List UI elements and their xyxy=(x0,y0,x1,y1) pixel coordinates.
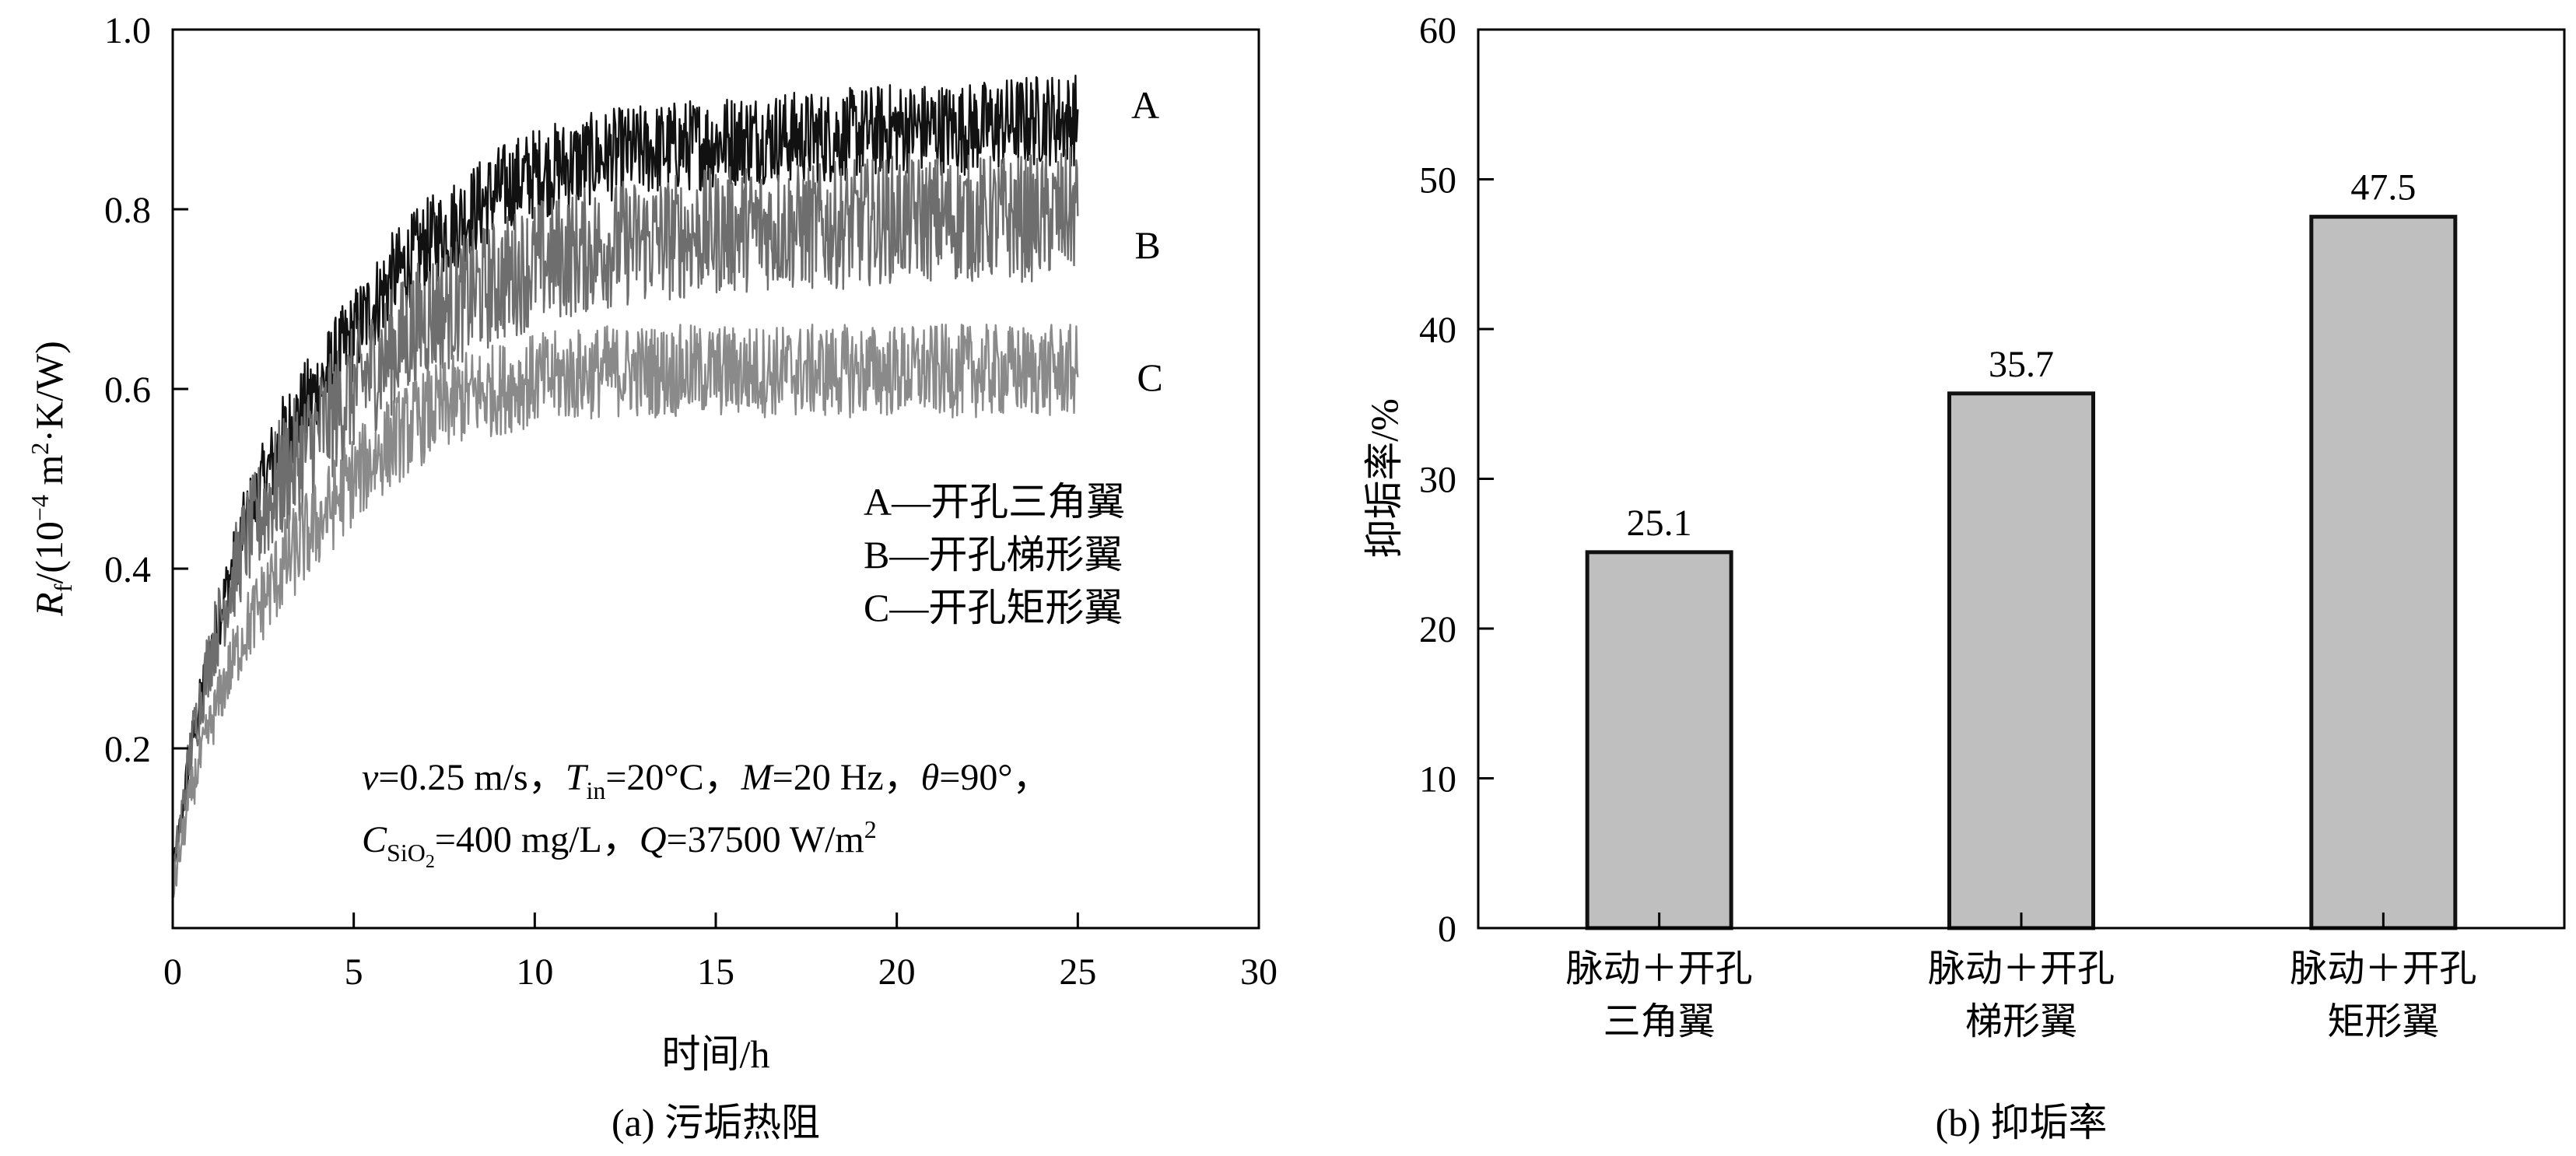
x-tick-label: 30 xyxy=(1240,951,1277,993)
cond-q-exponent: 2 xyxy=(864,815,877,843)
cond-c-subscript-2: 2 xyxy=(426,852,435,872)
bar-y-tick-label: 30 xyxy=(1419,460,1456,501)
bar-category-label-line1: 脉动＋开孔 xyxy=(2290,948,2476,990)
bar-value-label: 35.7 xyxy=(1989,344,2054,385)
ylabel-exponent-2: 2 xyxy=(26,443,54,455)
bar-1 xyxy=(1585,550,1733,930)
cond-t-symbol: T xyxy=(566,757,589,798)
bar-category-label-line2: 梯形翼 xyxy=(1965,1001,2077,1042)
bar-y-tick-label: 0 xyxy=(1438,909,1456,950)
x-tick-label: 5 xyxy=(345,951,363,993)
x-tick-label: 10 xyxy=(516,951,553,993)
ylabel-unit-2: m xyxy=(27,455,71,496)
cond-t-subscript: in xyxy=(586,776,605,804)
y-tick-label: 1.0 xyxy=(104,10,151,51)
legend-item-c: C—开孔矩形翼 xyxy=(864,586,1123,629)
y-tick-label: 0.8 xyxy=(104,190,151,231)
panel-b-y-axis-title: 抑垢率/% xyxy=(1362,398,1406,559)
ylabel-subscript: f xyxy=(49,583,77,592)
bar-y-tick-label: 50 xyxy=(1419,160,1456,201)
panel-b-y-ticks: 0 10 20 30 40 50 60 xyxy=(1419,10,1494,950)
curve-label-b: B xyxy=(1134,223,1160,267)
series-line-c xyxy=(171,323,1079,899)
panel-a-series-group xyxy=(171,74,1079,905)
ylabel-unit: /(10 xyxy=(27,521,71,584)
cond-t-value: =20°C， xyxy=(605,757,741,798)
bar-category-label-line1: 脉动＋开孔 xyxy=(1566,948,1753,990)
x-tick-label: 20 xyxy=(878,951,916,993)
bar-3 xyxy=(2309,215,2458,930)
cond-v-symbol: v xyxy=(362,757,379,798)
bar-value-label: 25.1 xyxy=(1627,503,1692,544)
ylabel-unit-3: ·K/W) xyxy=(27,341,71,443)
cond-m-symbol: M xyxy=(741,757,775,798)
y-tick-label: 0.2 xyxy=(104,729,151,770)
panel-a-x-ticks: 0 5 10 15 20 25 30 xyxy=(163,913,1277,993)
condition-line-2: CSiO2=400 mg/L，Q=37500 W/m2 xyxy=(362,815,877,872)
x-tick-label: 15 xyxy=(697,951,734,993)
panel-b-x-labels: 脉动＋开孔三角翼 脉动＋开孔梯形翼 脉动＋开孔矩形翼 xyxy=(1566,913,2476,1042)
bar-y-tick-label: 10 xyxy=(1419,759,1456,800)
x-tick-label: 0 xyxy=(163,951,182,993)
panel-b-caption: (b) 抑垢率 xyxy=(1936,1101,2108,1144)
ylabel-exponent: −4 xyxy=(26,495,54,521)
panel-a-x-axis-title: 时间/h xyxy=(662,1032,770,1076)
cond-q-value: =37500 W/m xyxy=(667,819,864,860)
panel-a-line-chart: 0 5 10 15 20 25 30 0.2 0.4 0.6 0.8 1.0 A B C A—开孔三… xyxy=(26,10,1277,1144)
cond-c-symbol: C xyxy=(362,819,387,860)
cond-v-value: =0.25 m/s， xyxy=(378,757,565,798)
bar-y-tick-label: 60 xyxy=(1419,10,1456,51)
bar-category-label-line2: 三角翼 xyxy=(1603,1001,1716,1042)
legend-item-a: A—开孔三角翼 xyxy=(864,480,1125,524)
cond-theta-value: =90°， xyxy=(939,757,1050,798)
series-line-a xyxy=(171,74,1079,886)
cond-m-value: =20 Hz， xyxy=(773,757,921,798)
cond-theta-symbol: θ xyxy=(921,757,940,798)
ylabel-symbol: R xyxy=(27,592,71,617)
bar-y-tick-label: 40 xyxy=(1419,310,1456,351)
panel-a-caption: (a) 污垢热阻 xyxy=(612,1101,820,1144)
panel-a-legend: A—开孔三角翼 B—开孔梯形翼 C—开孔矩形翼 xyxy=(864,480,1125,629)
cond-q-symbol: Q xyxy=(640,819,667,860)
series-line-b xyxy=(171,146,1079,905)
panel-a-y-ticks: 0.2 0.4 0.6 0.8 1.0 xyxy=(104,10,188,770)
y-tick-label: 0.6 xyxy=(104,370,151,411)
y-tick-label: 0.4 xyxy=(104,549,151,590)
bar-2 xyxy=(1947,391,2095,930)
condition-line-1: v=0.25 m/s，Tin=20°C，M=20 Hz，θ=90°， xyxy=(362,757,1050,804)
curve-label-a: A xyxy=(1131,83,1159,127)
bar-category-label-line2: 矩形翼 xyxy=(2327,1001,2439,1042)
bar-category-label-line1: 脉动＋开孔 xyxy=(1928,948,2115,990)
panel-b-bars-group: 25.1 35.7 47.5 xyxy=(1585,167,2458,930)
cond-c-value: =400 mg/L， xyxy=(435,819,640,860)
curve-label-c: C xyxy=(1137,356,1162,399)
x-tick-label: 25 xyxy=(1059,951,1096,993)
cond-c-subscript: SiO xyxy=(387,839,426,867)
bar-value-label: 47.5 xyxy=(2350,167,2416,208)
legend-item-b: B—开孔梯形翼 xyxy=(864,533,1123,576)
panel-a-y-axis-title: Rf/(10−4 m2·K/W) xyxy=(26,341,77,617)
bar-y-tick-label: 20 xyxy=(1419,609,1456,650)
